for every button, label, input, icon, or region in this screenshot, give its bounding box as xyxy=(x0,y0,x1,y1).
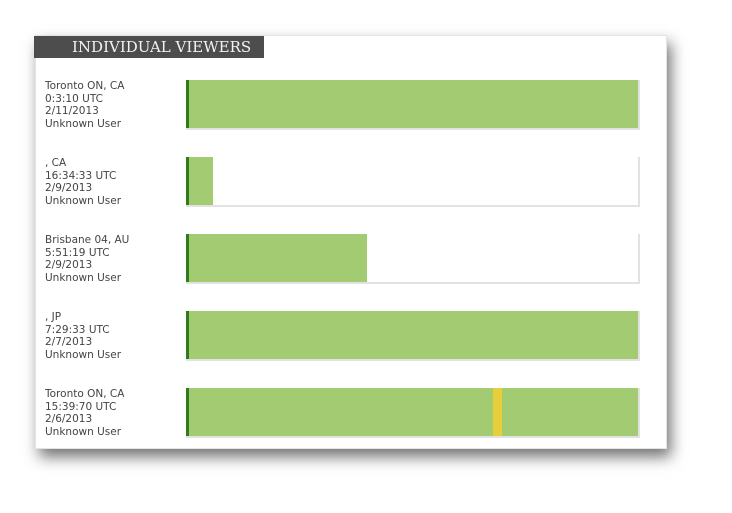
viewer-time: 15:39:70 UTC xyxy=(45,400,117,413)
viewer-location: Toronto ON, CA xyxy=(45,80,125,92)
viewer-user: Unknown User xyxy=(45,117,122,130)
viewer-location: , CA xyxy=(45,157,67,169)
progress-bar xyxy=(186,157,214,205)
viewer-location: Toronto ON, CA xyxy=(45,388,125,400)
viewer-time: 5:51:19 UTC xyxy=(45,246,110,259)
start-marker xyxy=(186,388,189,436)
viewer-date: 2/7/2013 xyxy=(45,336,93,348)
progress-bar xyxy=(186,311,638,359)
start-marker xyxy=(186,311,189,359)
viewers-card: INDIVIDUAL VIEWERS Toronto ON, CA 0:3:10 … xyxy=(34,35,667,449)
progress-track xyxy=(186,157,640,207)
viewer-user: Unknown User xyxy=(45,271,122,284)
viewer-time: 16:34:33 UTC xyxy=(45,169,117,182)
viewer-time: 7:29:33 UTC xyxy=(45,323,110,336)
progress-track xyxy=(186,234,640,284)
viewer-time: 0:3:10 UTC xyxy=(45,92,103,105)
start-marker xyxy=(186,80,189,128)
viewer-user: Unknown User xyxy=(45,425,122,438)
viewer-info: , CA 16:34:33 UTC 2/9/2013 Unknown User xyxy=(45,157,121,207)
progress-bar xyxy=(186,234,367,282)
viewer-date: 2/9/2013 xyxy=(45,182,93,194)
progress-bar xyxy=(186,388,638,436)
viewer-user: Unknown User xyxy=(45,194,122,207)
viewer-date: 2/11/2013 xyxy=(45,105,99,117)
start-marker xyxy=(186,234,189,282)
viewer-user: Unknown User xyxy=(45,348,122,361)
viewer-info: Toronto ON, CA 0:3:10 UTC 2/11/2013 Unknown… xyxy=(45,80,124,130)
progress-bar xyxy=(186,80,638,128)
progress-track xyxy=(186,80,640,130)
viewer-date: 2/6/2013 xyxy=(45,413,93,425)
start-marker xyxy=(186,157,189,205)
progress-track xyxy=(186,311,640,361)
viewer-info: Brisbane 04, AU 5:51:19 UTC 2/9/2013 Unknow… xyxy=(45,234,129,284)
highlight-segment xyxy=(493,388,503,436)
viewer-location: , JP xyxy=(45,311,62,323)
panel-title: INDIVIDUAL VIEWERS xyxy=(34,36,264,58)
progress-track xyxy=(186,388,640,438)
viewer-location: Brisbane 04, AU xyxy=(45,234,130,246)
viewer-date: 2/9/2013 xyxy=(45,259,93,271)
viewer-info: Toronto ON, CA 15:39:70 UTC 2/6/2013 Unknow… xyxy=(45,388,124,438)
viewer-info: , JP 7:29:33 UTC 2/7/2013 Unknown User xyxy=(45,311,121,361)
